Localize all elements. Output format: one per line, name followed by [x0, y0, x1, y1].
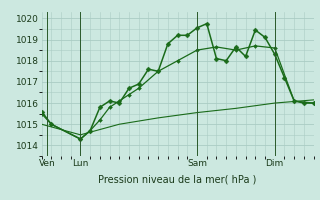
X-axis label: Pression niveau de la mer( hPa ): Pression niveau de la mer( hPa ) — [99, 175, 257, 185]
